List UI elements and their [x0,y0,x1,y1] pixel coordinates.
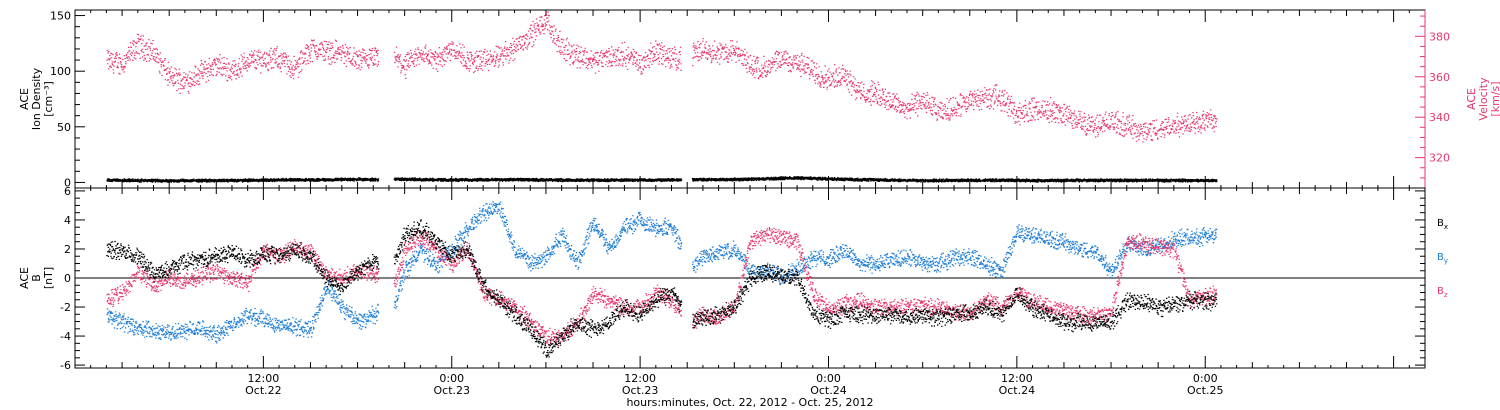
x-tick-labels: 12:00Oct.220:00Oct.2312:00Oct.230:00Oct.… [245,372,1223,397]
b-label-line: B [30,274,43,282]
b-label-line: [nT] [42,267,55,289]
b-tick-label: 4 [64,214,71,227]
b-tick-label: -4 [60,330,71,343]
x-tick-time: 0:00 [816,372,841,385]
x-tick-time: 12:00 [624,372,656,385]
b-tick-label: -6 [60,359,71,372]
density-label-line: ACE [18,88,31,110]
x-axis-title: hours:minutes, Oct. 22, 2012 - Oct. 25, … [626,396,873,409]
legend-base: B [1437,286,1444,297]
plasma-panel-frame [74,9,1426,189]
plasma-series [106,11,1218,183]
density-series-points [106,176,1218,183]
b-tick-label: 6 [64,185,71,198]
density-axis-label: ACE Ion Density [cm⁻³] [18,67,55,130]
density-label-line: [cm⁻³] [42,81,55,117]
density-series [106,176,1218,183]
x-tick-time: 12:00 [248,372,280,385]
velocity-label-line: [km/s] [1489,81,1500,116]
by-series-points [106,201,1218,344]
bx-series [106,219,1218,358]
b-label-line: ACE [18,267,31,289]
legend-sub: y [1444,257,1448,265]
velocity-tick-label: 340 [1429,111,1450,124]
density-tick-label: 100 [50,65,71,78]
legend-base: B [1437,252,1444,263]
x-tick-date: Oct.24 [810,384,847,397]
velocity-label-line: Velocity [1477,77,1490,121]
b-tick-label: 0 [64,272,71,285]
legend-bz: Bz [1437,286,1448,299]
density-tick-label: 150 [50,10,71,23]
x-tick-time: 12:00 [1001,372,1033,385]
velocity-label-line: ACE [1465,88,1478,110]
velocity-axis-label: ACE Velocity [km/s] [1465,77,1500,121]
velocity-tick-label: 320 [1429,152,1450,165]
density-tick-label: 0 [64,176,71,189]
density-tick-label: 50 [57,121,71,134]
x-tick-time: 0:00 [439,372,464,385]
b-y-axis: -6 -4 -2 0 2 4 6 [60,185,1425,372]
legend-sub: z [1444,291,1448,299]
b-axis-label: ACE B [nT] [18,267,55,289]
velocity-tick-label: 380 [1429,30,1450,43]
velocity-series-points [106,11,1218,143]
legend-base: B [1437,218,1444,229]
plasma-panel: ACE Ion Density [cm⁻³] ACE Velocity [km/s] 0… [18,9,1500,189]
density-label-line: Ion Density [30,67,43,130]
magnetic-series [106,201,1218,358]
x-tick-date: Oct.25 [1187,384,1224,397]
plasma-x-ticks [90,10,1410,188]
x-tick-time: 0:00 [1193,372,1218,385]
legend-sub: x [1444,223,1448,231]
bx-series-points [106,219,1218,358]
density-y-axis: 0 50 100 150 [50,10,85,189]
velocity-series [106,11,1218,143]
x-tick-date: Oct.24 [999,384,1036,397]
velocity-tick-label: 360 [1429,71,1450,84]
legend-bx: Bx [1437,218,1448,231]
magnetic-x-ticks [90,188,1410,368]
b-tick-label: -2 [60,301,71,314]
x-tick-date: Oct.23 [433,384,470,397]
x-tick-date: Oct.23 [622,384,659,397]
velocity-y-axis: 320 340 360 380 [1415,10,1450,188]
x-tick-date: Oct.22 [245,384,282,397]
b-tick-label: 2 [64,243,71,256]
legend-by: By [1437,252,1448,265]
by-series [106,201,1218,344]
